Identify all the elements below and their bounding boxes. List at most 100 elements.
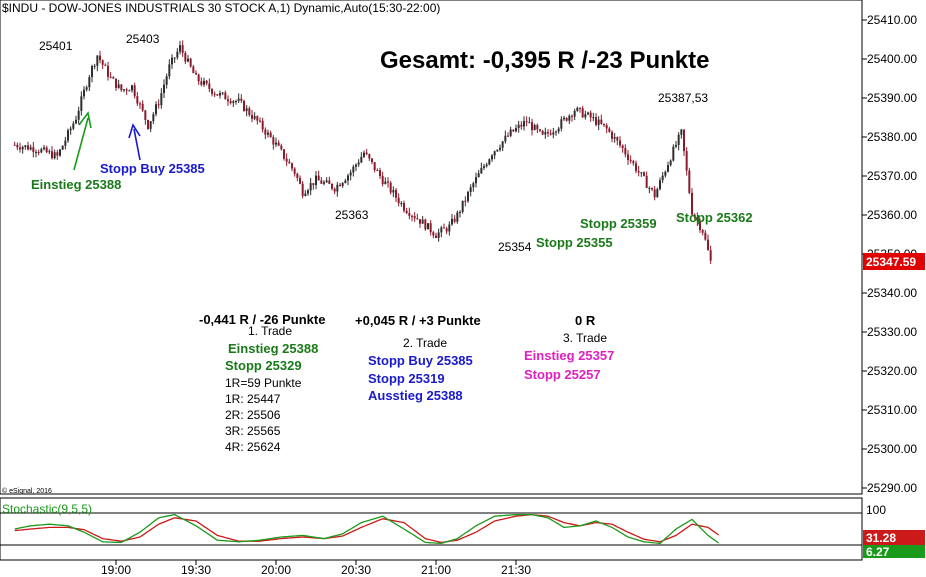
candle-body — [312, 183, 315, 186]
candle-body — [677, 134, 680, 146]
candle-body — [421, 219, 424, 224]
candle-body — [72, 123, 75, 129]
candle-body — [659, 180, 661, 190]
candle-body — [304, 193, 307, 196]
candle-body — [621, 145, 624, 149]
candle-body — [387, 181, 389, 183]
candle-body — [165, 76, 168, 85]
candle-body — [152, 114, 155, 122]
peak-25387-label: 25387,53 — [658, 91, 708, 105]
candle-body — [200, 81, 203, 85]
stoch-k-tag — [863, 545, 925, 558]
x-tick-label: 21:30 — [501, 563, 531, 577]
candle-body — [269, 132, 272, 138]
candle-body — [571, 115, 573, 117]
candle-body — [560, 119, 563, 129]
candle-body — [619, 140, 621, 146]
candle-body — [373, 162, 376, 171]
y-tick-label: 25400.00 — [867, 52, 917, 66]
y-tick-label: 25320.00 — [867, 364, 917, 378]
candle-body — [512, 129, 515, 132]
candle-body — [707, 239, 709, 251]
candle-body — [592, 117, 595, 119]
y-tick-label: 25370.00 — [867, 169, 917, 183]
candle-body — [91, 66, 93, 78]
candle-body — [43, 147, 45, 150]
candle-body — [501, 141, 504, 148]
candle-body — [280, 145, 283, 150]
candle-body — [56, 152, 59, 156]
candle-body — [539, 129, 541, 131]
candle-body — [227, 99, 229, 102]
candle-body — [88, 77, 91, 88]
candle-body — [595, 117, 597, 125]
candle-body — [115, 78, 117, 88]
candle-body — [544, 132, 547, 135]
y-tick-label: 25290.00 — [867, 481, 917, 495]
candle-body — [112, 77, 115, 79]
candle-body — [611, 131, 613, 139]
candle-body — [69, 128, 72, 131]
candle-body — [320, 180, 323, 184]
candle-body — [344, 180, 347, 183]
candle-body — [699, 220, 701, 230]
candle-body — [709, 250, 712, 261]
candle-body — [696, 217, 699, 221]
candle-body — [179, 45, 181, 52]
candle-body — [59, 149, 61, 156]
candle-body — [600, 119, 603, 124]
candle-body — [400, 203, 403, 205]
peak-25403-label: 25403 — [126, 32, 160, 46]
candle-body — [680, 129, 683, 135]
candle-body — [99, 55, 101, 61]
last-price-tag — [863, 253, 925, 270]
candle-body — [563, 117, 565, 120]
candle-body — [85, 87, 88, 90]
candle-body — [16, 144, 19, 148]
candle-body — [293, 168, 296, 174]
candle-body — [245, 108, 248, 112]
candle-body — [413, 216, 416, 219]
trade1-r2: 2R: 25506 — [225, 408, 281, 422]
candle-body — [499, 147, 501, 150]
candle-body — [83, 89, 85, 97]
candle-body — [229, 101, 232, 104]
candle-body — [163, 84, 165, 94]
candle-body — [496, 149, 499, 152]
candle-body — [507, 135, 509, 137]
candle-body — [27, 145, 29, 150]
candle-body — [475, 177, 477, 184]
candle-body — [192, 66, 195, 74]
candle-body — [395, 190, 397, 198]
peak-25401-label: 25401 — [39, 39, 73, 53]
candle-body — [379, 170, 381, 177]
x-tick-label: 19:30 — [181, 563, 211, 577]
candle-body — [219, 93, 221, 96]
candle-body — [480, 167, 483, 174]
candle-body — [523, 121, 525, 127]
candle-body — [360, 156, 363, 163]
y-axis: 25410.00 25400.00 25390.00 25380.00 25370.00… — [862, 13, 917, 495]
candle-body — [213, 93, 216, 95]
candle-body — [573, 110, 576, 117]
y-tick-label: 25330.00 — [867, 325, 917, 339]
x-tick-label: 21:00 — [421, 563, 451, 577]
candle-body — [392, 190, 395, 193]
trade3-result: 0 R — [575, 313, 596, 328]
candle-body — [552, 132, 555, 135]
candle-body — [435, 235, 437, 238]
last-price-label: 25347.59 — [866, 255, 916, 269]
candle-body — [203, 80, 205, 85]
candle-body — [104, 64, 107, 66]
candle-body — [176, 51, 179, 58]
candle-body — [51, 151, 53, 159]
candle-body — [309, 183, 312, 191]
stoch-level-top-label: 100 — [866, 503, 886, 517]
candle-body — [139, 103, 141, 105]
candle-body — [80, 96, 83, 111]
candle-body — [264, 129, 267, 135]
candle-body — [491, 155, 493, 160]
candle-body — [651, 187, 653, 190]
candle-body — [357, 162, 360, 165]
